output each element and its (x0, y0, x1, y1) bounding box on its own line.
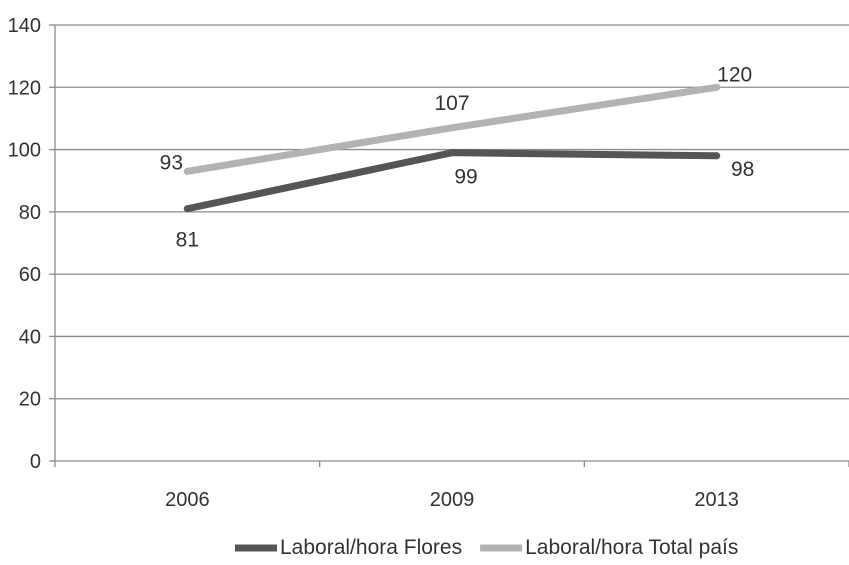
data-label: 81 (176, 229, 199, 252)
y-tick-label: 120 (8, 77, 41, 99)
data-label: 93 (160, 151, 183, 174)
data-labels: 81 99 98 93 107 120 (160, 63, 755, 251)
x-tick-label: 2009 (430, 489, 475, 511)
data-label: 99 (454, 166, 477, 189)
y-tick-label: 40 (19, 326, 41, 348)
data-point (183, 205, 191, 213)
axes (49, 24, 849, 467)
data-point (713, 152, 721, 160)
data-label: 107 (434, 92, 469, 115)
y-tick-label: 20 (19, 389, 41, 411)
legend-label: Laboral/hora Total país (525, 536, 738, 559)
y-tick-label: 0 (30, 451, 41, 473)
data-label: 120 (717, 63, 752, 86)
y-tick-label: 60 (19, 264, 41, 286)
x-tick-label: 2013 (694, 489, 739, 511)
series-lines (183, 83, 721, 213)
data-point (448, 149, 456, 157)
x-axis-tick-labels: 2006 2009 2013 (165, 489, 739, 511)
y-tick-label: 100 (8, 140, 41, 162)
data-point (448, 124, 456, 132)
legend: Laboral/hora Flores Laboral/hora Total pa… (235, 536, 738, 559)
y-tick-label: 140 (8, 15, 41, 37)
y-tick-label: 80 (19, 202, 41, 224)
x-tick-label: 2006 (165, 489, 210, 511)
legend-label: Laboral/hora Flores (280, 536, 462, 559)
y-axis-tick-labels: 0 20 40 60 80 100 120 140 (8, 15, 41, 473)
data-point (183, 167, 191, 175)
data-label: 98 (731, 158, 754, 181)
data-point (713, 83, 721, 91)
